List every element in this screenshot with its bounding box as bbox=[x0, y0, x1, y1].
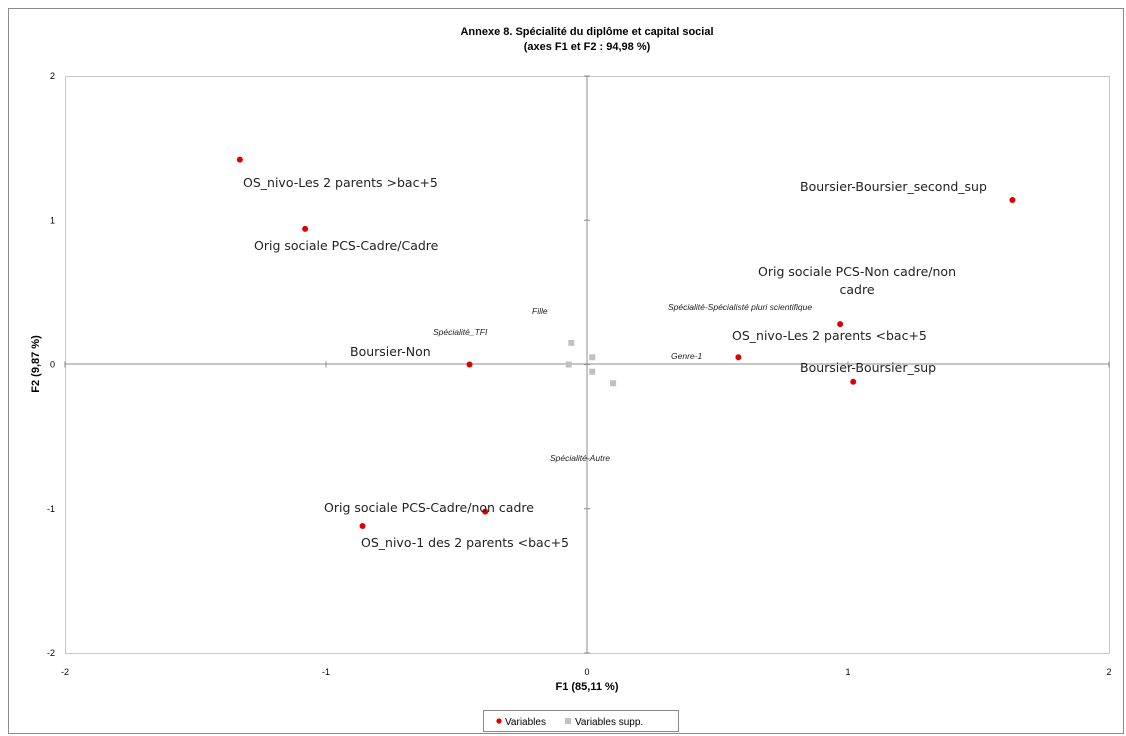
data-point-variables bbox=[302, 225, 309, 232]
x-tick-label: 0 bbox=[584, 667, 589, 677]
y-tick-label: 1 bbox=[50, 215, 55, 225]
x-tick-label: -1 bbox=[322, 667, 330, 677]
data-point-variables bbox=[236, 156, 243, 163]
main-points-layer bbox=[236, 156, 1016, 530]
label-os-nivo-1-des-2-parents: OS_nivo-1 des 2 parents <bac+5 bbox=[361, 535, 569, 550]
data-point-variables bbox=[1009, 197, 1016, 204]
label-specialite-pluri-scientifique: Spécialité-Spécialisté pluri scientifiqu… bbox=[668, 302, 812, 312]
label-specialite-autre: Spécialité-Autre bbox=[550, 453, 610, 463]
y-axis-title: F2 (9,87 %) bbox=[30, 335, 42, 393]
chart-frame: -2 -1 0 1 2 -2 -1 0 1 2 Annexe 8. Spécialité du … bbox=[8, 8, 1124, 734]
data-point-variables bbox=[735, 354, 742, 361]
chart-title-line-1: Annexe 8. Spécialité du diplôme et capit… bbox=[460, 26, 713, 38]
label-os-nivo-2-parents-gt-bac5: OS_nivo-Les 2 parents >bac+5 bbox=[243, 175, 438, 190]
data-point-variables bbox=[359, 523, 366, 530]
x-tick-label: -2 bbox=[61, 667, 69, 677]
label-boursier-second-sup: Boursier-Boursier_second_sup bbox=[800, 179, 987, 194]
y-tick-label: 2 bbox=[50, 71, 55, 81]
legend-box bbox=[483, 710, 679, 732]
chart-title-line-2: (axes F1 et F2 : 94,98 %) bbox=[524, 41, 651, 53]
data-point-variables-supp bbox=[589, 354, 596, 361]
legend-label-variables-supp: Variables supp. bbox=[575, 717, 643, 728]
y-axis-ticks bbox=[584, 75, 590, 654]
label-genre-1: Genre-1 bbox=[671, 351, 702, 361]
data-point-variables-supp bbox=[568, 339, 575, 346]
x-tick-labels: -2 -1 0 1 2 bbox=[61, 667, 1112, 677]
label-os-nivo-2-parents-lt-bac5: OS_nivo-Les 2 parents <bac+5 bbox=[732, 328, 927, 343]
data-point-variables bbox=[482, 508, 489, 515]
legend-label-variables: Variables bbox=[505, 717, 546, 728]
label-fille: Fille bbox=[532, 306, 548, 316]
legend: Variables Variables supp. bbox=[483, 710, 679, 732]
legend-marker-variables bbox=[496, 718, 502, 724]
y-tick-label: -1 bbox=[47, 504, 55, 514]
label-orig-sociale-cadre-non-cadre: Orig sociale PCS-Cadre/non cadre bbox=[324, 500, 534, 515]
label-specialite-tfi: Spécialité_TFI bbox=[433, 327, 488, 337]
label-orig-sociale-cadre-cadre: Orig sociale PCS-Cadre/Cadre bbox=[254, 238, 439, 253]
label-orig-sociale-non-cadre-line2: cadre bbox=[839, 282, 874, 297]
chart-svg: -2 -1 0 1 2 -2 -1 0 1 2 Annexe 8. Spécialité du … bbox=[30, 26, 1112, 732]
label-orig-sociale-non-cadre-line1: Orig sociale PCS-Non cadre/non bbox=[758, 264, 956, 279]
data-point-variables-supp bbox=[589, 368, 596, 375]
data-point-variables-supp bbox=[565, 361, 572, 368]
data-point-variables bbox=[837, 321, 844, 328]
data-point-variables bbox=[466, 361, 473, 368]
label-boursier-non: Boursier-Non bbox=[350, 344, 431, 359]
x-tick-label: 2 bbox=[1106, 667, 1111, 677]
label-boursier-sup: Boursier-Boursier_sup bbox=[800, 360, 936, 375]
data-point-variables bbox=[850, 378, 857, 385]
supp-points-layer bbox=[565, 339, 617, 387]
x-tick-label: 1 bbox=[845, 667, 850, 677]
y-tick-label: -2 bbox=[47, 648, 55, 658]
data-point-variables-supp bbox=[610, 380, 617, 387]
y-tick-label: 0 bbox=[50, 360, 55, 370]
y-tick-labels: -2 -1 0 1 2 bbox=[47, 71, 55, 658]
legend-marker-variables-supp bbox=[565, 718, 571, 724]
x-axis-title: F1 (85,11 %) bbox=[556, 681, 619, 693]
